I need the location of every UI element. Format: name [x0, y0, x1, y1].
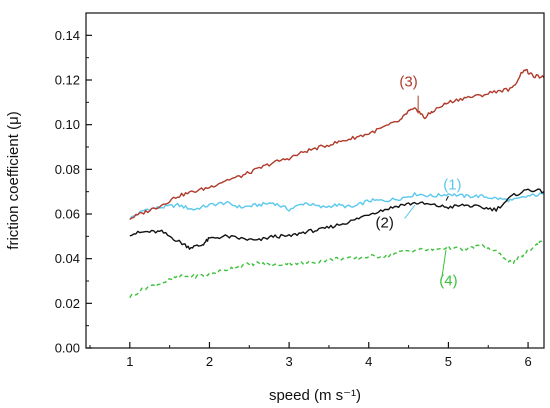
- axis-layer: 1 2 3 4 5 6 0.00 0.02 0.04 0.06 0.08 0.10 0.12 0.14: [55, 28, 532, 369]
- y-tick-label: 0.04: [55, 251, 80, 266]
- series-line-4: [129, 238, 545, 299]
- x-tick-label: 3: [285, 354, 292, 369]
- y-tick-label: 0.00: [55, 341, 80, 356]
- x-tick-label: 1: [126, 354, 133, 369]
- curve-label-leader: [445, 195, 449, 201]
- curve-label-2: (2): [376, 214, 394, 231]
- plot-frame: [85, 12, 545, 349]
- curve-label-leader: [441, 249, 447, 277]
- y-tick-label: 0.08: [55, 162, 80, 177]
- x-tick-label: 4: [365, 354, 372, 369]
- y-tick-label: 0.10: [55, 117, 80, 132]
- curve-label-4: (4): [439, 272, 457, 289]
- curve-label-3: (3): [399, 74, 417, 91]
- y-tick-label: 0.14: [55, 28, 80, 43]
- y-tick-label: 0.06: [55, 207, 80, 222]
- curve-label-leader: [404, 204, 416, 219]
- x-axis-title: speed (m s⁻¹): [269, 387, 361, 404]
- series-line-2: [129, 188, 545, 250]
- curve-label-1: (1): [443, 176, 461, 193]
- series-line-1: [129, 192, 545, 220]
- curve-label-layer: (1) (2) (3) (4): [376, 74, 462, 290]
- series-line-3: [129, 68, 545, 220]
- x-tick-label: 5: [445, 354, 452, 369]
- y-tick-label: 0.02: [55, 296, 80, 311]
- y-tick-label: 0.12: [55, 73, 80, 88]
- y-axis-title: friction coefficient (μ): [5, 111, 22, 249]
- x-tick-label: 2: [206, 354, 213, 369]
- x-tick-label: 6: [524, 354, 531, 369]
- series-layer: [129, 68, 545, 299]
